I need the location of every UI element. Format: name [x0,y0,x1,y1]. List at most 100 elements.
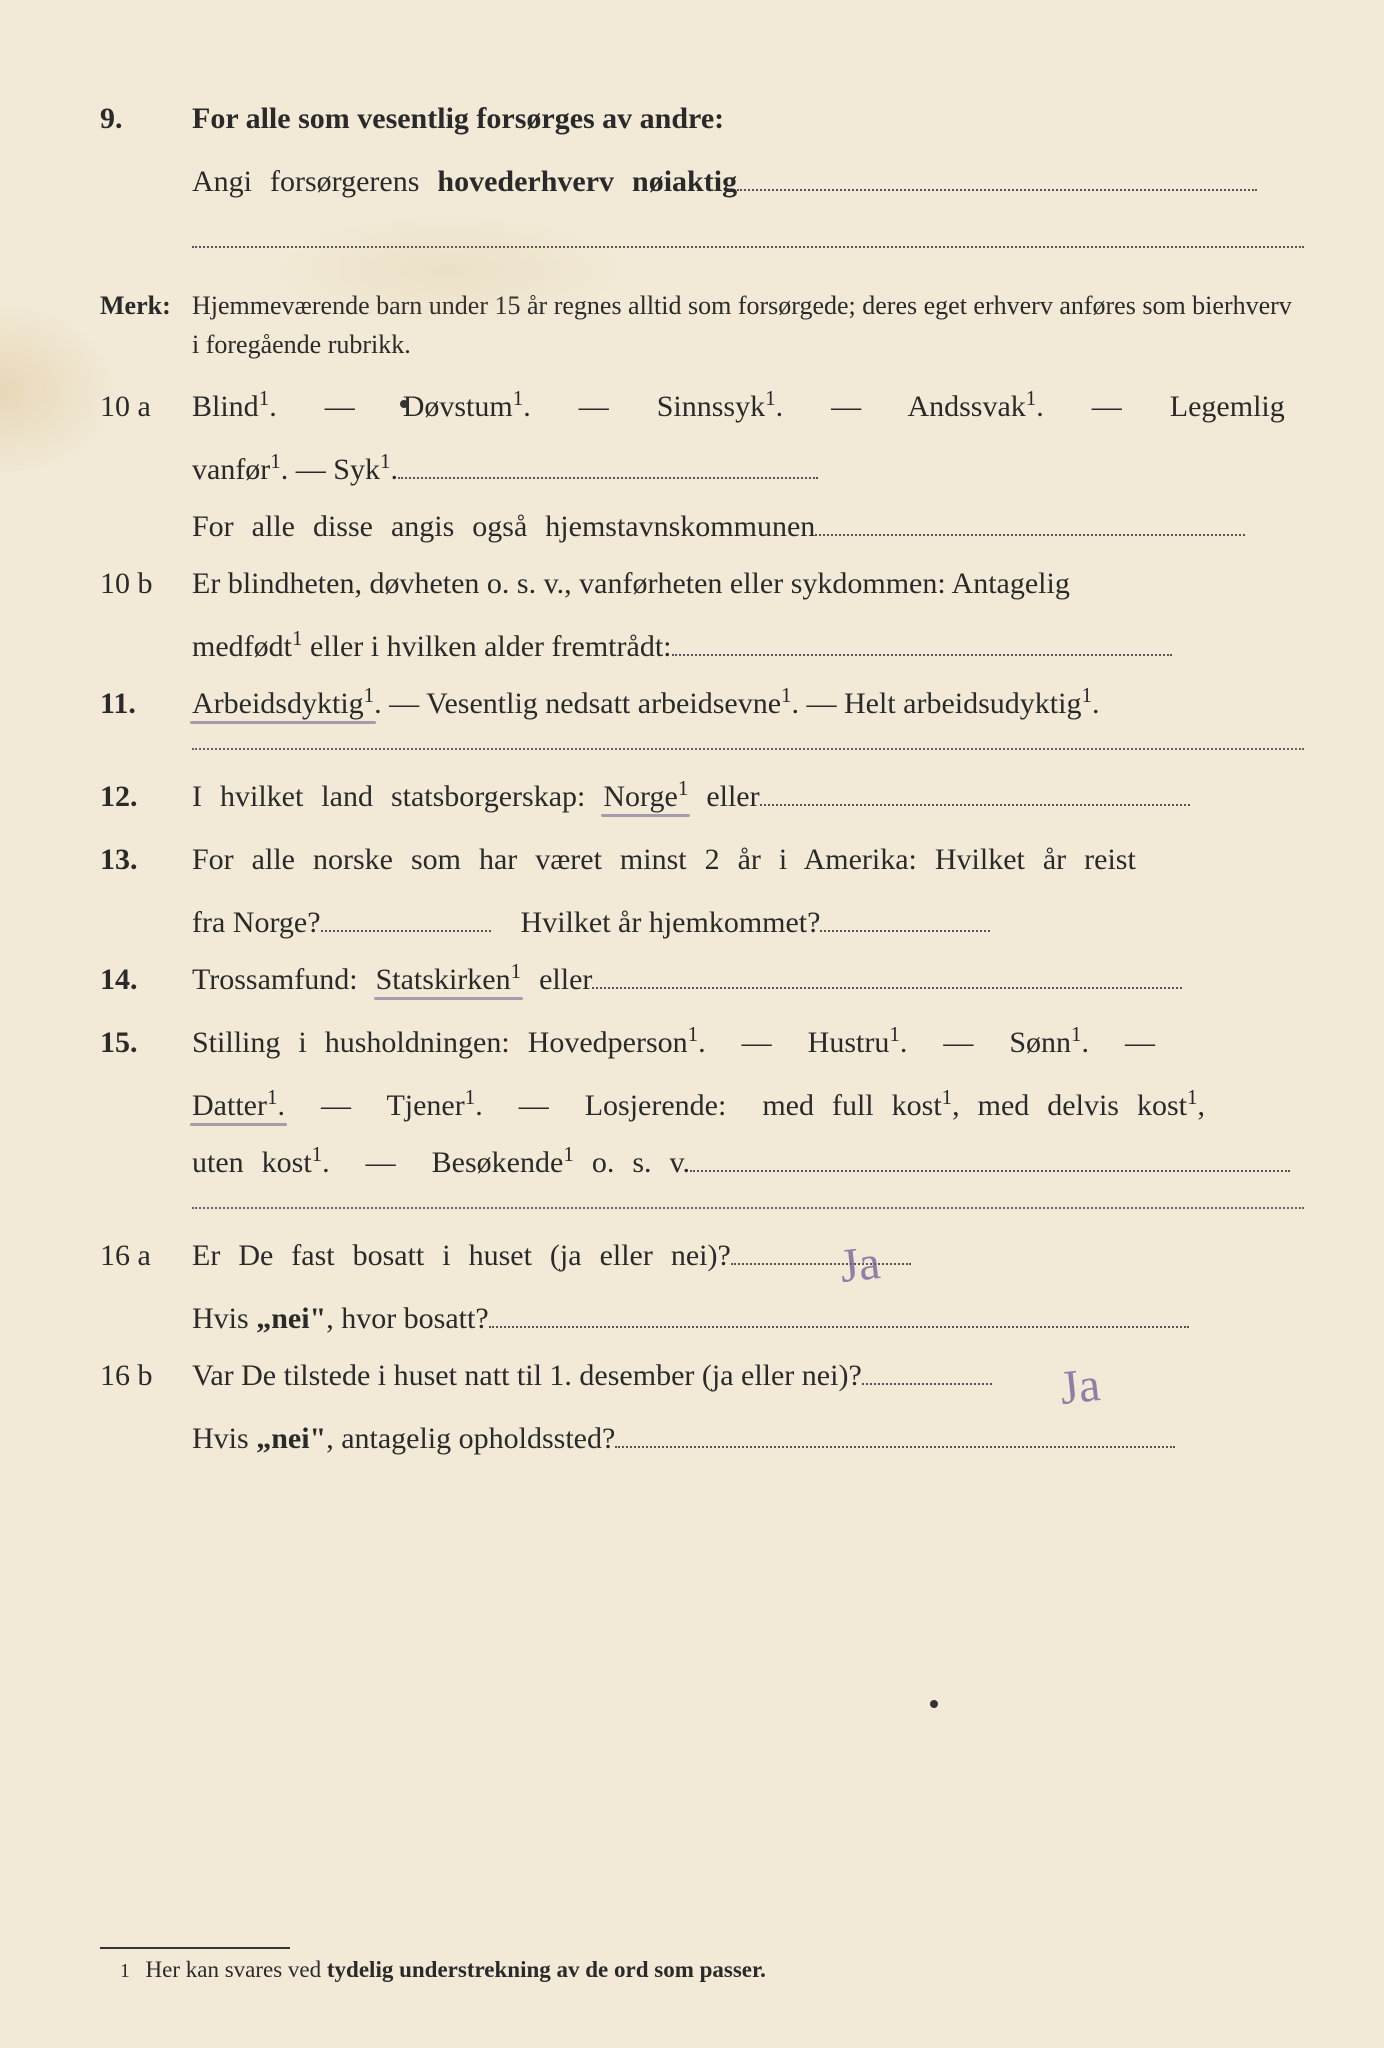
question-16a-sub: Hvis „nei", hvor bosatt? [100,1290,1304,1347]
option-underlined: Datter1. [192,1089,285,1122]
option: Hovedperson [528,1026,688,1059]
option-underlined: Arbeidsdyktig1 [192,687,374,720]
question-number: 14. [100,951,192,1008]
question-10a: 10 a Blind1. — Døvstum1. — Sinnssyk1. — … [100,378,1304,435]
option-underlined: Norge1 [603,780,688,813]
footnote-number: 1 [120,1961,130,1982]
text-bold: „nei" [256,1422,326,1455]
question-9-line2: Angi forsørgerens hovederhverv nøiaktig [100,153,1304,210]
footnote-text: Her kan svares ved [146,1957,327,1982]
text: fra Norge? [192,906,321,939]
text: Hvis [192,1422,256,1455]
question-text: Er blindheten, døvheten o. s. v., vanfør… [192,555,1304,612]
option: Datter [192,1089,267,1122]
option: med full kost [762,1089,941,1122]
question-15-line3: uten kost1. — Besøkende1 o. s. v. [100,1134,1304,1191]
fill-line [489,1296,1189,1328]
question-text: Arbeidsdyktig1. — Vesentlig nedsatt arbe… [192,675,1304,732]
fill-line [592,957,1182,989]
dotted-rule [192,748,1304,750]
text: eller [521,963,592,996]
question-text: Blind1. — Døvstum1. — Sinnssyk1. — Andss… [192,378,1304,435]
option: Legemlig [1170,390,1285,423]
ink-dot [930,1700,938,1708]
question-text: Stilling i husholdningen: Hovedperson1. … [192,1014,1304,1071]
option: Helt arbeidsudyktig [844,687,1081,720]
option: uten kost [192,1146,312,1179]
text: Hvis [192,1302,256,1335]
question-text: Var De tilstede i huset natt til 1. dese… [192,1347,1304,1404]
option: Andssvak [907,390,1025,423]
option-underlined: Statskirken1 [376,963,522,996]
question-10b: 10 b Er blindheten, døvheten o. s. v., v… [100,555,1304,612]
fill-line [815,504,1245,536]
fill-line [760,774,1190,806]
text: eller [688,780,759,813]
document-page: 9. For alle som vesentlig forsørges av a… [0,0,1384,2048]
question-number: 13. [100,831,192,888]
text: Losjerende: [585,1089,727,1122]
fill-line [862,1353,992,1385]
text-bold: „nei" [256,1302,326,1335]
option: Tjener [386,1089,464,1122]
fill-line [615,1416,1175,1448]
text: eller i hvilken alder fremtrådt: [302,630,671,663]
option: Arbeidsdyktig [192,687,364,720]
question-number: 15. [100,1014,192,1071]
dotted-rule [192,1207,1304,1209]
question-13-line2: fra Norge? Hvilket år hjemkommet? [100,894,1304,951]
question-16b: 16 b Var De tilstede i huset natt til 1.… [100,1347,1304,1404]
fill-line [672,624,1172,656]
fill-line [192,216,1304,248]
question-number: 11. [100,675,192,732]
question-16a: 16 a Er De fast bosatt i huset (ja eller… [100,1227,1304,1284]
question-16b-sub: Hvis „nei", antagelig opholdssted? [100,1410,1304,1467]
text: For alle disse angis også hjemstavnskomm… [192,510,815,543]
question-number: 12. [100,768,192,825]
text: Hvilket år hjemkommet? [521,906,821,939]
text: Var De tilstede i huset natt til 1. dese… [192,1359,862,1392]
text: Trossamfund: [192,963,376,996]
text: , hvor bosatt? [326,1302,488,1335]
question-10a-line2: vanfør1. — Syk1. [100,441,1304,498]
option: Blind [192,390,259,423]
question-13: 13. For alle norske som har været minst … [100,831,1304,888]
option: Syk [333,453,380,486]
question-15-line2: Datter1. — Tjener1. — Losjerende: med fu… [100,1077,1304,1134]
option: Døvstum [403,390,513,423]
text: I hvilket land statsborgerskap: [192,780,603,813]
text: o. s. v. [574,1146,690,1179]
fill-row [100,210,1304,267]
question-10a-line3: For alle disse angis også hjemstavnskomm… [100,498,1304,555]
text-bold: hovederhverv nøiaktig [437,165,737,198]
question-number: 9. [100,90,192,147]
fill-line [731,1233,911,1265]
option: Sønn [1009,1026,1071,1059]
question-15: 15. Stilling i husholdningen: Hovedperso… [100,1014,1304,1071]
option: med delvis kost [978,1089,1187,1122]
question-12: 12. I hvilket land statsborgerskap: Norg… [100,768,1304,825]
fill-line [321,900,491,932]
merk-note: Merk: Hjemmeværende barn under 15 år reg… [100,281,1304,364]
question-11: 11. Arbeidsdyktig1. — Vesentlig nedsatt … [100,675,1304,732]
text: Angi forsørgerens [192,165,437,198]
fill-line [398,447,818,479]
question-text: Trossamfund: Statskirken1 eller [192,951,1304,1008]
question-10b-line2: medfødt1 eller i hvilken alder fremtrådt… [100,618,1304,675]
option: Sinnssyk [657,390,765,423]
option: Hustru [808,1026,890,1059]
question-number: 16 a [100,1227,192,1284]
option: Norge [603,780,677,813]
fill-line [820,900,990,932]
option: Vesentlig nedsatt arbeidsevne [426,687,781,720]
question-number: 16 b [100,1347,192,1404]
fill-line [737,159,1257,191]
option: Besøkende [432,1146,564,1179]
question-number: 10 b [100,555,192,612]
merk-text: Hjemmeværende barn under 15 år regnes al… [192,286,1304,364]
question-9: 9. For alle som vesentlig forsørges av a… [100,90,1304,147]
footnote-rule [100,1947,290,1949]
question-text: For alle norske som har været minst 2 år… [192,831,1304,888]
fill-line [690,1140,1290,1172]
question-14: 14. Trossamfund: Statskirken1 eller [100,951,1304,1008]
